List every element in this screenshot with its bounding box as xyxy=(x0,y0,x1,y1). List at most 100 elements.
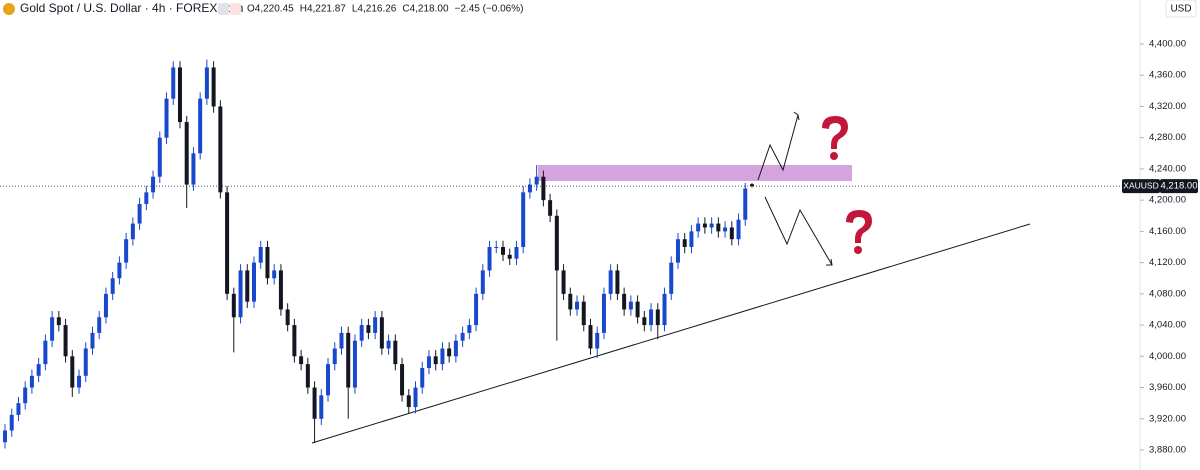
candle-body xyxy=(258,247,263,263)
candle-body xyxy=(366,325,371,333)
question-curve xyxy=(846,210,872,243)
candle-body xyxy=(548,200,553,216)
candle-body xyxy=(110,278,115,294)
candle-body xyxy=(480,270,485,294)
candle-body xyxy=(265,247,270,279)
candle-body xyxy=(97,317,102,333)
candle-body xyxy=(702,223,707,228)
candle-body xyxy=(171,67,176,99)
down-path xyxy=(764,196,833,266)
candle-body xyxy=(675,239,680,263)
candle-body xyxy=(379,317,384,349)
candle-body xyxy=(527,184,532,193)
candle-body xyxy=(305,364,310,388)
candle-body xyxy=(736,219,741,240)
currency-box[interactable] xyxy=(1165,0,1197,18)
y-tick-label: 4,200.00 xyxy=(1149,195,1186,206)
candle-body xyxy=(43,340,48,365)
ohlc-value: C4,218.00 xyxy=(402,4,449,15)
price-tag-label: 4,218.00 xyxy=(1161,181,1198,192)
candle-body xyxy=(70,356,75,388)
candle-body xyxy=(50,317,55,341)
candle-body xyxy=(198,98,203,154)
candle-body xyxy=(400,364,405,396)
currency: USD xyxy=(1170,4,1191,15)
candle-body xyxy=(292,325,297,357)
candle-body xyxy=(447,348,452,357)
candle-body xyxy=(77,375,82,388)
candle-body xyxy=(130,223,135,240)
resistance-zone xyxy=(538,165,852,181)
candle-body xyxy=(346,332,351,388)
trend-line xyxy=(311,223,1031,444)
y-tick-label: 4,400.00 xyxy=(1149,39,1186,50)
candle-body xyxy=(359,325,364,341)
candle-body xyxy=(393,340,398,365)
symbol-title: Gold Spot / U.S. Dollar · 4h · FOREX.com xyxy=(20,1,243,15)
symbol-icon xyxy=(3,3,15,15)
question-dot xyxy=(854,246,862,254)
candle-body xyxy=(137,204,142,224)
candle-body xyxy=(9,414,14,431)
question-mark xyxy=(822,116,848,160)
candle-body xyxy=(743,188,748,220)
candle-body xyxy=(177,67,182,123)
candle-body xyxy=(622,293,627,310)
candle-body xyxy=(90,332,95,349)
candle-body xyxy=(218,106,223,193)
candle-body xyxy=(534,176,539,185)
question-mark xyxy=(846,210,872,254)
candle-body xyxy=(157,137,162,177)
candle-body xyxy=(278,270,283,310)
candle-body xyxy=(204,67,209,99)
candle-body xyxy=(750,184,754,187)
candle-body xyxy=(487,247,492,271)
candle-body xyxy=(729,227,734,240)
candle-body xyxy=(225,192,230,294)
candle-body xyxy=(312,387,317,419)
candle-body xyxy=(211,67,216,107)
candle-body xyxy=(319,395,324,419)
y-tick-label: 4,080.00 xyxy=(1149,288,1186,299)
candle-body xyxy=(696,223,701,232)
candle-body xyxy=(716,223,721,232)
ohlc-value: O4,220.45 xyxy=(247,4,294,15)
candle-body xyxy=(588,325,593,349)
candle-body xyxy=(601,293,606,333)
candle-body xyxy=(36,364,41,376)
candle-body xyxy=(649,309,654,326)
candle-body xyxy=(689,231,694,247)
candle-body xyxy=(723,227,728,232)
question-curve xyxy=(822,116,848,149)
header-button[interactable] xyxy=(218,3,229,15)
candle-body xyxy=(420,368,425,388)
candle-body xyxy=(501,247,505,255)
candle-body xyxy=(326,364,331,396)
candle-body xyxy=(507,254,512,259)
y-tick-label: 4,040.00 xyxy=(1149,320,1186,331)
price-tag xyxy=(1160,179,1198,194)
candle-body xyxy=(124,239,129,263)
candle-body xyxy=(474,293,479,326)
candle-body xyxy=(561,270,566,294)
y-tick-label: 4,320.00 xyxy=(1149,101,1186,112)
y-tick-label: 3,960.00 xyxy=(1149,382,1186,393)
candle-body xyxy=(541,176,546,201)
header-button[interactable] xyxy=(230,3,241,15)
candle-body xyxy=(352,340,357,388)
candle-body xyxy=(460,332,465,341)
candle-body xyxy=(3,430,7,443)
candle-body xyxy=(669,262,674,294)
candle-body xyxy=(272,270,277,279)
candle-body xyxy=(117,262,122,279)
candle-body xyxy=(467,325,472,333)
y-tick-label: 4,120.00 xyxy=(1149,257,1186,268)
candle-body xyxy=(440,348,445,365)
symbol-tag-label: XAUUSD xyxy=(1123,180,1158,190)
candle-body xyxy=(144,192,149,205)
candle-body xyxy=(16,403,21,415)
candle-body xyxy=(628,301,633,310)
candle-body xyxy=(191,153,196,185)
candle-body xyxy=(709,223,714,228)
candle-body xyxy=(184,122,189,185)
